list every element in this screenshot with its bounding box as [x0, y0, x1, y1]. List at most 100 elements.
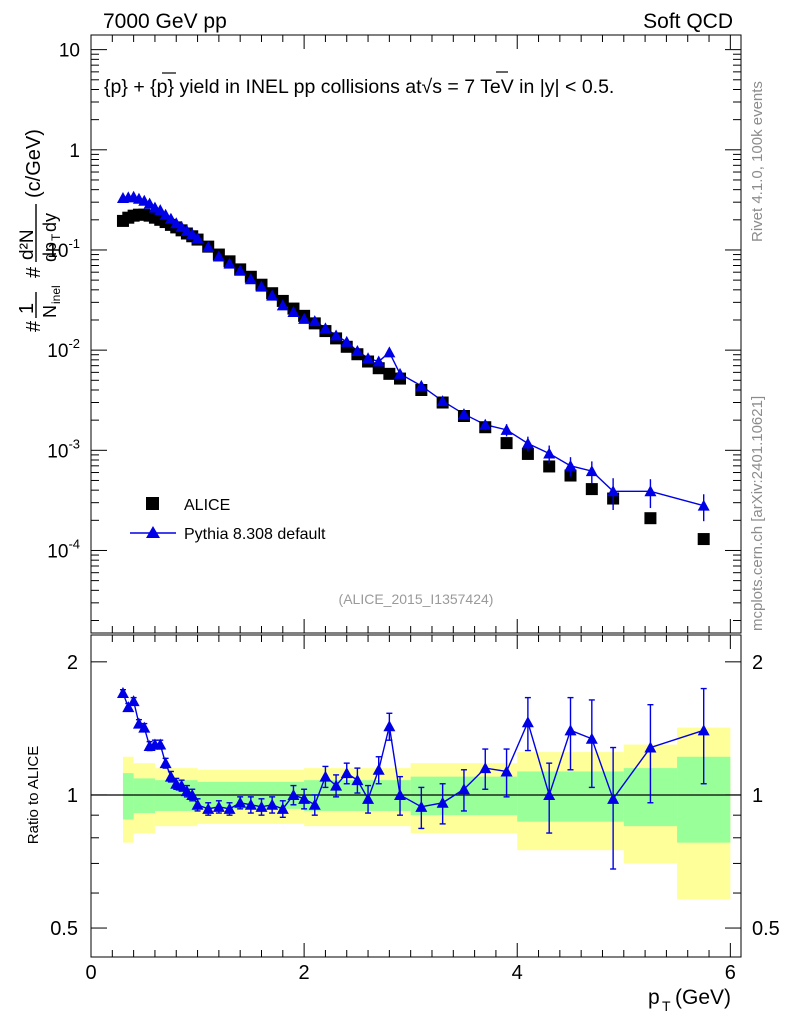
ratio-point: [138, 721, 151, 733]
main-y-tick-label: 10: [59, 41, 80, 62]
ratio-point: [308, 798, 321, 810]
pythia-point: [154, 204, 167, 216]
ratio-point: [319, 770, 332, 782]
pythia-point: [308, 315, 321, 327]
rivet-label: Rivet 4.1.0, 100k events: [749, 81, 766, 242]
ratio-y-tick-label: 2: [67, 652, 78, 674]
pythia-point: [607, 485, 620, 497]
ylabel-den: dp: [40, 242, 60, 262]
ratio-point: [644, 741, 657, 753]
ratio-point: [383, 720, 396, 732]
ratio-band-inner: [517, 771, 624, 822]
alice-point: [543, 460, 556, 473]
title-brace-close2: }: [168, 76, 175, 98]
y-tick-base: 10: [47, 441, 68, 462]
ylabel-unit: (c/GeV): [23, 129, 45, 198]
y-tick-base: 1: [69, 141, 80, 162]
ylabel-hash: #: [23, 320, 45, 332]
ratio-point: [362, 792, 375, 804]
pythia-point: [298, 312, 311, 324]
ratio-point: [154, 738, 167, 750]
ratio-axis-ticks: [90, 635, 741, 957]
pythia-point: [521, 437, 534, 449]
xlabel-sub: T: [662, 998, 671, 1014]
ratio-point: [202, 802, 215, 814]
ratio-band-inner: [133, 778, 155, 814]
pythia-point: [543, 447, 556, 459]
x-tick-label: 6: [725, 962, 736, 984]
ratio-point: [255, 800, 268, 812]
site-label: mcplots.cern.ch [arXiv:2401.10621]: [749, 396, 766, 631]
main-axis-ticks: [90, 35, 741, 633]
pythia-point: [266, 289, 279, 301]
title-brace-open: {: [104, 76, 111, 98]
plot-title: {p} + {p} yield in INEL pp collisions at…: [104, 76, 614, 98]
ratio-point: [415, 800, 428, 812]
ratio-line: [122, 692, 704, 810]
pythia-point: [372, 355, 385, 367]
pythia-point: [234, 264, 247, 276]
title-brace-close: }: [121, 76, 128, 98]
ylabel-den-tail: dy: [40, 213, 60, 232]
ratio-point: [564, 724, 577, 736]
legend-pythia-marker: [146, 526, 160, 538]
pythia-point: [585, 465, 598, 477]
pythia-point: [415, 379, 428, 391]
x-tick-label: 0: [85, 962, 96, 984]
y-tick-base: 10: [47, 341, 68, 362]
pythia-point: [287, 306, 300, 318]
x-tick-labels: 0 2 4 6: [85, 962, 735, 984]
pythia-point: [164, 212, 177, 224]
ratio-point: [436, 796, 449, 808]
alice-point: [383, 367, 396, 380]
main-y-tick-label: 10-3: [47, 436, 80, 462]
pythia-points: [116, 190, 710, 522]
ratio-point: [351, 774, 364, 786]
ratio-point: [191, 798, 204, 810]
xlabel-main: p: [648, 986, 660, 1009]
x-axis-label: p T (GeV): [648, 986, 731, 1014]
pythia-point: [330, 329, 343, 341]
main-plot-frame: [90, 34, 742, 634]
header-right-label: Soft QCD: [643, 10, 733, 33]
alice-point: [521, 447, 534, 460]
ylabel-numerator: d²N: [17, 229, 38, 260]
ylabel-den-sub: T: [49, 233, 63, 241]
main-y-tick-label: 10-1: [47, 236, 80, 262]
y-tick-exponent: -4: [68, 536, 80, 551]
ratio-y-tick-labels: 0.5 0.5 1 1 2 2: [50, 652, 780, 940]
legend-alice-label: ALICE: [184, 497, 230, 514]
y-tick-base: 10: [47, 241, 68, 262]
pythia-point: [244, 273, 257, 285]
ratio-point: [186, 788, 199, 800]
title-p: p: [111, 76, 122, 98]
x-tick-label: 4: [512, 962, 523, 984]
ratio-y-tick-label-right: 2: [752, 652, 763, 674]
pythia-point: [159, 208, 172, 220]
ratio-point: [175, 779, 188, 791]
title-pbar: p: [157, 76, 168, 98]
y-tick-base: 10: [59, 41, 80, 62]
main-y-axis-label: # 1 N inel # d²N dp T dy (c/GeV): [16, 129, 63, 332]
y-tick-exponent: -3: [68, 436, 80, 451]
pythia-point: [479, 418, 492, 430]
pythia-point: [175, 220, 188, 232]
pythia-point: [223, 257, 236, 269]
pythia-point: [212, 250, 225, 262]
alice-point: [644, 512, 657, 525]
ratio-band-inner: [122, 773, 134, 820]
ylabel-hash2: #: [23, 266, 45, 278]
y-tick-exponent: -1: [68, 236, 80, 251]
ratio-y-tick-label-right: 0.5: [752, 918, 780, 940]
ratio-point: [500, 765, 513, 777]
ylabel-one: 1: [16, 303, 38, 314]
y-tick-base: 10: [47, 541, 68, 562]
ratio-y-axis-label: Ratio to ALICE: [25, 746, 42, 844]
y-tick-exponent: -2: [68, 336, 80, 351]
ratio-point: [276, 802, 289, 814]
pythia-point: [362, 352, 375, 364]
ratio-point: [340, 767, 353, 779]
ratio-bands: [122, 727, 731, 900]
